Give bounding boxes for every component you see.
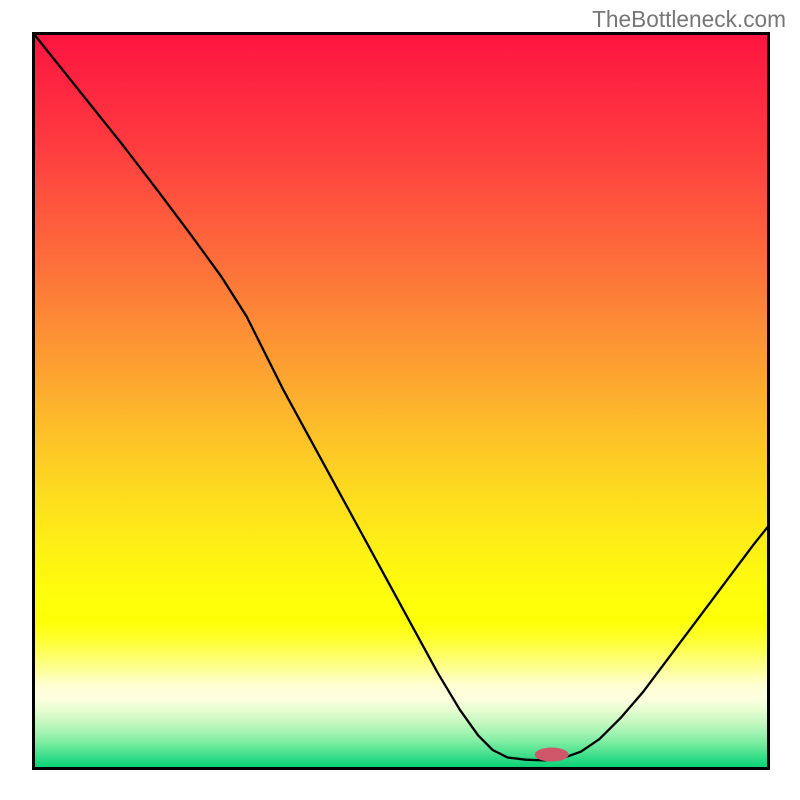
chart-frame: TheBottleneck.com — [0, 0, 800, 800]
gradient-background — [34, 34, 769, 769]
chart-svg — [32, 32, 770, 770]
plot-area — [32, 32, 770, 770]
sweet-spot-marker — [535, 748, 569, 762]
attribution-label: TheBottleneck.com — [592, 6, 786, 33]
